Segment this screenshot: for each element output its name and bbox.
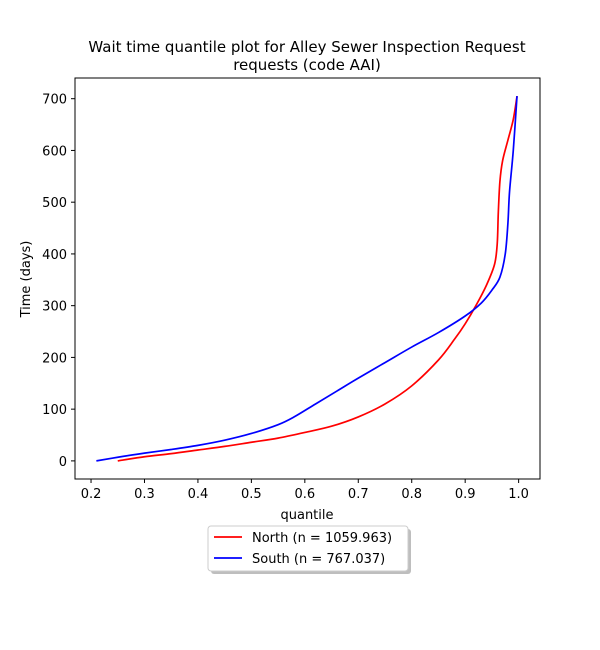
y-tick-label: 500 [42, 196, 67, 211]
legend: North (n = 1059.963) South (n = 767.037) [207, 525, 411, 574]
legend-entry-north: North (n = 1059.963) [252, 531, 392, 546]
plot-area-frame [74, 77, 541, 480]
x-tick-label: 1.0 [508, 487, 529, 502]
x-tick-label: 0.8 [401, 487, 422, 502]
y-tick-label: 0 [59, 455, 67, 470]
ticks-layer: 0.2 0.3 0.4 0.5 0.6 0.7 0.8 0.9 1.0 0 100 200 300 400… [42, 93, 529, 502]
y-tick-label: 400 [42, 248, 67, 263]
y-tick-label: 200 [42, 351, 67, 366]
x-tick-label: 0.4 [188, 487, 209, 502]
y-axis-label: Time (days) [19, 241, 34, 319]
x-tick-label: 0.6 [294, 487, 315, 502]
x-tick-label: 0.2 [81, 487, 102, 502]
x-tick-label: 0.3 [134, 487, 155, 502]
legend-box [207, 525, 409, 572]
x-tick-label: 0.5 [241, 487, 262, 502]
y-tick-label: 300 [42, 300, 67, 315]
series-layer [96, 95, 518, 462]
series-line-south [96, 96, 518, 462]
y-tick-label: 600 [42, 144, 67, 159]
chart-title-line-1: Wait time quantile plot for Alley Sewer … [88, 38, 525, 56]
series-line-north [117, 95, 518, 462]
y-tick-label: 700 [42, 93, 67, 108]
x-axis-label: quantile [280, 508, 333, 523]
x-tick-label: 0.9 [455, 487, 476, 502]
y-tick-label: 100 [42, 403, 67, 418]
chart-title-line-2: requests (code AAI) [233, 56, 381, 74]
x-tick-label: 0.7 [348, 487, 369, 502]
legend-entry-south: South (n = 767.037) [252, 552, 385, 567]
